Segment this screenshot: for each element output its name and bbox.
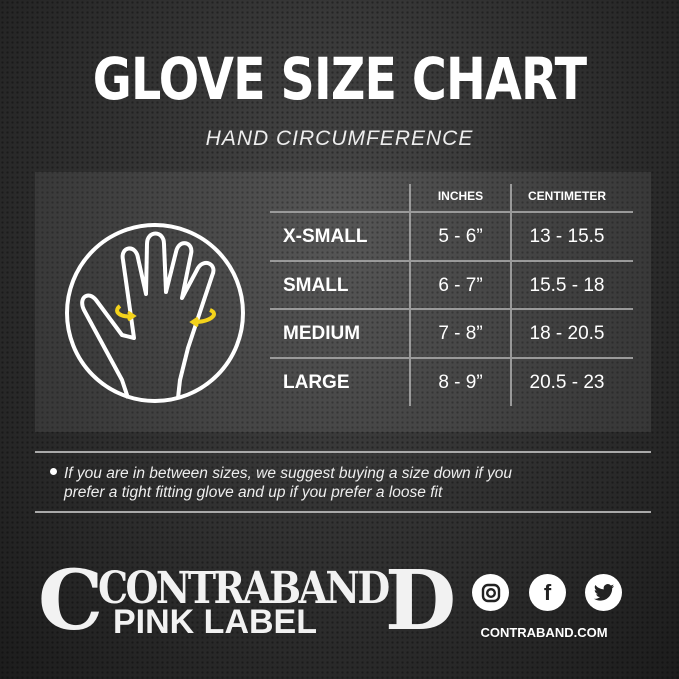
inches-value: 8 - 9” (438, 372, 483, 393)
size-label: SMALL (283, 275, 349, 296)
logo-text: CONTRABAND (98, 563, 390, 614)
note-line: If you are in between sizes, we suggest … (64, 465, 513, 482)
size-chart-panel (35, 172, 651, 432)
cm-value: 15.5 - 18 (529, 275, 605, 296)
sub-label: PINK LABEL (113, 603, 317, 641)
facebook-icon[interactable]: f (529, 574, 566, 611)
table-divider (510, 184, 512, 406)
table-divider (270, 308, 633, 310)
inches-value: 6 - 7” (438, 275, 483, 296)
size-label: LARGE (283, 372, 350, 393)
inches-value: 5 - 6” (438, 226, 483, 247)
note-line: prefer a tight fitting glove and up if y… (64, 484, 443, 501)
column-header-centimeter: CENTIMETER (528, 189, 606, 203)
table-divider (270, 260, 633, 262)
bullet-icon (50, 468, 57, 475)
cm-value: 13 - 15.5 (529, 226, 605, 247)
size-label: X-SMALL (283, 226, 368, 247)
page-title: GLOVE SIZE CHART (92, 45, 587, 113)
table-divider (409, 184, 411, 406)
cm-value: 20.5 - 23 (529, 372, 605, 393)
table-divider (270, 211, 633, 213)
size-label: MEDIUM (283, 323, 361, 344)
twitter-icon[interactable] (585, 574, 622, 611)
hand-measure-icon (65, 223, 245, 403)
table-divider (270, 357, 633, 359)
website-link[interactable]: CONTRABAND.COM (480, 625, 608, 640)
instagram-icon[interactable] (472, 574, 509, 611)
inches-value: 7 - 8” (438, 323, 483, 344)
cm-value: 18 - 20.5 (529, 323, 605, 344)
subtitle: HAND CIRCUMFERENCE (205, 127, 474, 150)
column-header-inches: INCHES (437, 189, 484, 203)
